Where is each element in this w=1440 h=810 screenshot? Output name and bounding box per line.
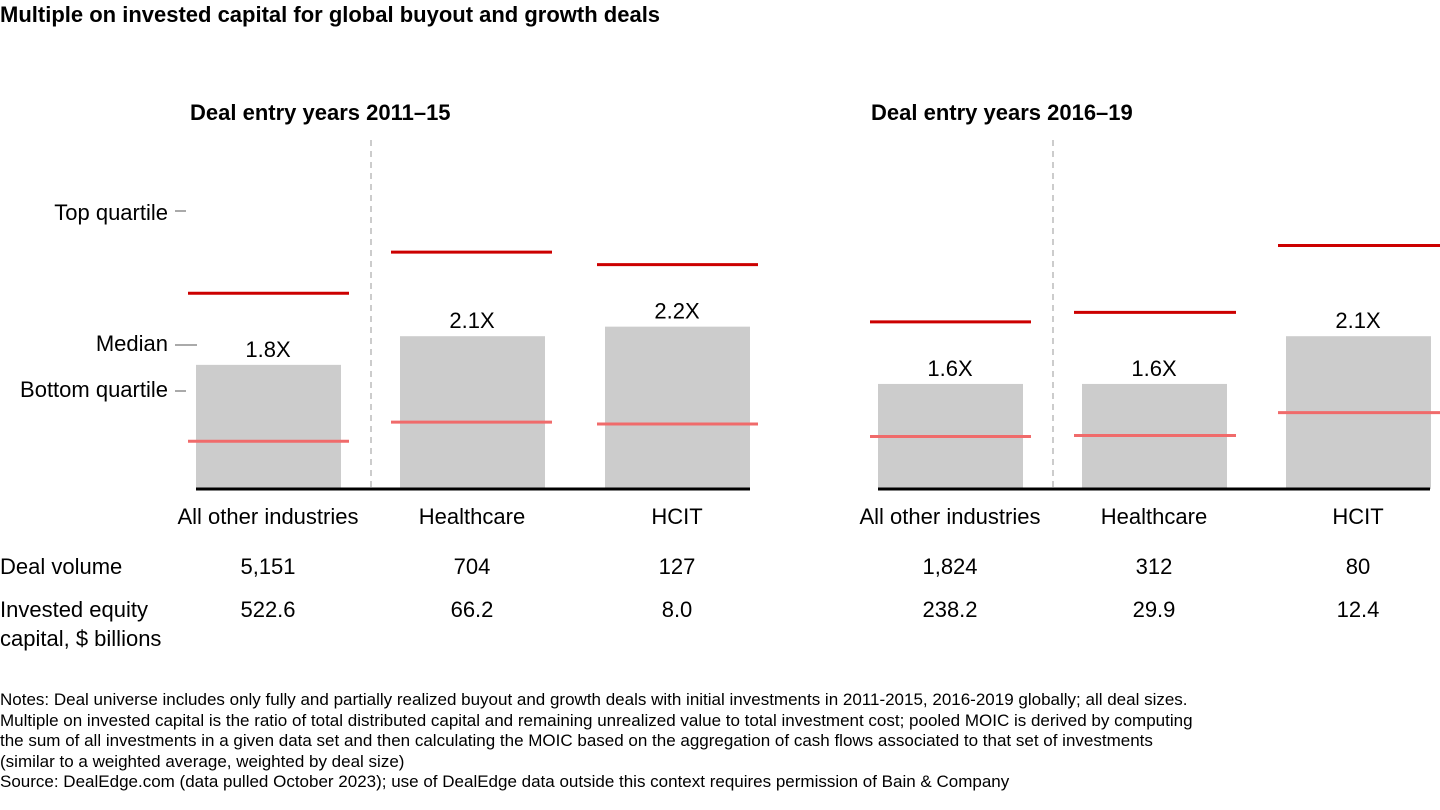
bar-value-label: 1.6X	[1131, 356, 1177, 381]
moic-chart: Top quartile Median Bottom quartile Deal…	[0, 100, 1440, 651]
category-label: HCIT	[1332, 504, 1383, 529]
deal-volume-value: 704	[454, 554, 491, 579]
category-label: HCIT	[651, 504, 702, 529]
legend-bottom-quartile: Bottom quartile	[20, 377, 168, 402]
bar-value-label: 1.6X	[927, 356, 973, 381]
bar-value-label: 1.8X	[245, 337, 291, 362]
category-label: Healthcare	[419, 504, 525, 529]
deal-volume-value: 5,151	[240, 554, 295, 579]
category-label: All other industries	[860, 504, 1041, 529]
invested-equity-value: 8.0	[662, 597, 693, 622]
note-line: Multiple on invested capital is the rati…	[0, 710, 1193, 730]
bar-value-label: 2.2X	[654, 299, 700, 324]
category-label: All other industries	[178, 504, 359, 529]
invested-equity-value: 12.4	[1337, 597, 1380, 622]
median-bar	[400, 336, 545, 489]
legend-top-quartile: Top quartile	[54, 200, 168, 225]
deal-volume-value: 127	[659, 554, 696, 579]
note-line: the sum of all investments in a given da…	[0, 731, 1153, 750]
invested-equity-value: 66.2	[451, 597, 494, 622]
median-bar	[196, 364, 341, 489]
deal-volume-value: 1,824	[922, 554, 977, 579]
panels-group: Deal entry years 2011–15 1.8X All other in…	[178, 100, 1440, 622]
note-line: Source: DealEdge.com (data pulled Octobe…	[0, 772, 1010, 791]
invested-equity-value: 29.9	[1133, 597, 1176, 622]
panel-title: Deal entry years 2011–15	[190, 100, 451, 125]
deal-volume-value: 312	[1136, 554, 1173, 579]
row-label-equity-2: capital, $ billions	[0, 626, 161, 651]
median-bar	[605, 326, 750, 489]
invested-equity-value: 238.2	[922, 597, 977, 622]
category-label: Healthcare	[1101, 504, 1207, 529]
deal-volume-value: 80	[1346, 554, 1370, 579]
panel-title: Deal entry years 2016–19	[871, 100, 1133, 125]
notes-block: Notes: Deal universe includes only fully…	[0, 690, 1430, 793]
row-label-equity-1: Invested equity	[0, 597, 148, 622]
bar-value-label: 2.1X	[1335, 308, 1381, 333]
row-label-deal-volume: Deal volume	[0, 554, 122, 579]
note-line: Notes: Deal universe includes only fully…	[0, 690, 1188, 709]
bar-value-label: 2.1X	[449, 308, 495, 333]
note-line: (similar to a weighted average, weighted…	[0, 751, 405, 771]
invested-equity-value: 522.6	[240, 597, 295, 622]
legend-median: Median	[96, 331, 168, 356]
chart-title: Multiple on invested capital for global …	[0, 2, 661, 27]
